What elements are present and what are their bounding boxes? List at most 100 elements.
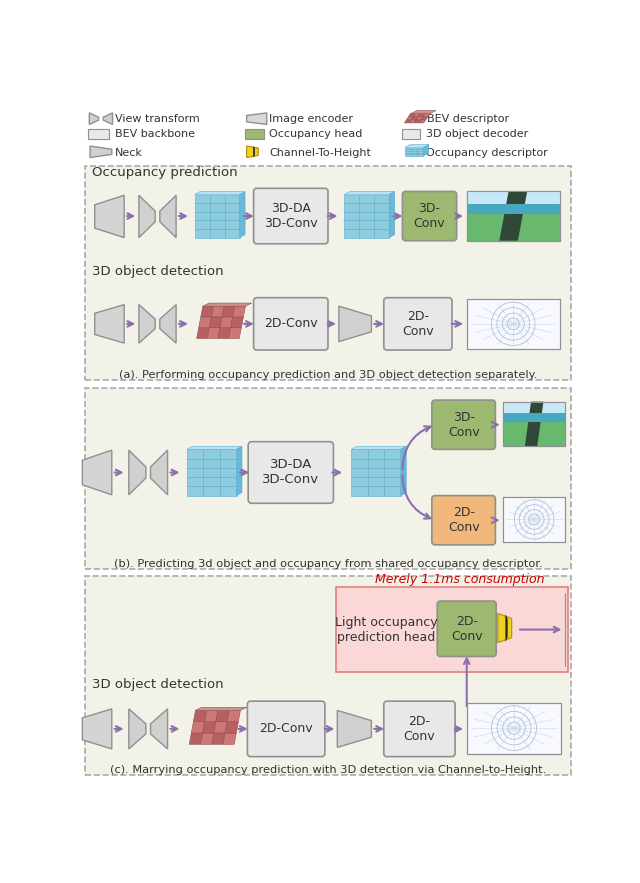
Bar xyxy=(210,212,225,221)
Text: 2D-Conv: 2D-Conv xyxy=(259,722,313,736)
Bar xyxy=(384,449,401,458)
Polygon shape xyxy=(498,614,511,643)
Bar xyxy=(84,166,572,380)
Bar xyxy=(187,468,204,477)
Polygon shape xyxy=(129,709,146,749)
Polygon shape xyxy=(389,192,395,238)
Bar xyxy=(344,212,359,221)
Polygon shape xyxy=(246,146,259,157)
Bar xyxy=(210,203,225,212)
Bar xyxy=(359,203,374,212)
Bar xyxy=(225,194,239,203)
Polygon shape xyxy=(103,113,113,125)
Polygon shape xyxy=(227,711,241,721)
Text: 3D object detection: 3D object detection xyxy=(92,266,223,278)
Bar xyxy=(417,153,423,155)
Polygon shape xyxy=(195,707,246,711)
Bar xyxy=(368,449,384,458)
Polygon shape xyxy=(207,328,220,338)
Bar xyxy=(411,147,417,149)
Polygon shape xyxy=(203,721,216,733)
Bar xyxy=(336,587,568,672)
Polygon shape xyxy=(196,328,209,338)
Bar xyxy=(359,212,374,221)
Bar xyxy=(204,487,220,495)
Bar xyxy=(384,477,401,487)
Polygon shape xyxy=(418,114,425,117)
Polygon shape xyxy=(246,113,267,125)
Polygon shape xyxy=(401,447,406,495)
Text: View transform: View transform xyxy=(115,114,200,124)
Bar xyxy=(344,203,359,212)
Bar xyxy=(359,229,374,238)
Polygon shape xyxy=(233,306,246,317)
Bar xyxy=(187,487,204,495)
Polygon shape xyxy=(95,195,124,238)
Bar xyxy=(503,402,565,446)
Bar xyxy=(467,299,560,349)
Polygon shape xyxy=(408,114,415,117)
Bar xyxy=(374,194,389,203)
FancyBboxPatch shape xyxy=(403,192,457,241)
Text: (a). Performing occupancy prediction and 3D object detection separately.: (a). Performing occupancy prediction and… xyxy=(119,371,537,381)
Bar xyxy=(220,477,237,487)
Polygon shape xyxy=(409,120,416,123)
Bar xyxy=(351,468,368,477)
Bar xyxy=(344,221,359,229)
Bar xyxy=(503,402,565,446)
Polygon shape xyxy=(195,192,245,194)
Polygon shape xyxy=(209,317,222,328)
Bar xyxy=(467,299,560,349)
Polygon shape xyxy=(203,303,252,306)
Polygon shape xyxy=(198,317,211,328)
Polygon shape xyxy=(414,120,421,123)
FancyBboxPatch shape xyxy=(384,298,452,350)
Bar xyxy=(417,155,423,156)
Bar xyxy=(210,194,225,203)
Bar xyxy=(187,477,204,487)
Text: 2D-Conv: 2D-Conv xyxy=(264,317,317,330)
Bar xyxy=(417,151,423,153)
Text: (c). Marrying occupancy prediction with 3D detection via Channel-to-Height.: (c). Marrying occupancy prediction with … xyxy=(110,766,546,775)
Bar xyxy=(204,449,220,458)
Bar xyxy=(225,229,239,238)
Text: 2D-
Conv: 2D- Conv xyxy=(451,615,483,643)
Text: Occupancy prediction: Occupancy prediction xyxy=(92,166,237,179)
Bar xyxy=(503,418,565,446)
Bar xyxy=(204,477,220,487)
Polygon shape xyxy=(351,447,406,449)
Text: Occupancy descriptor: Occupancy descriptor xyxy=(426,147,547,157)
FancyBboxPatch shape xyxy=(253,188,328,244)
Bar xyxy=(220,449,237,458)
Bar xyxy=(225,203,239,212)
Bar xyxy=(503,402,565,419)
Polygon shape xyxy=(228,328,241,338)
Bar xyxy=(351,458,368,468)
Polygon shape xyxy=(83,450,112,494)
Polygon shape xyxy=(139,305,155,343)
Text: 3D-DA
3D-Conv: 3D-DA 3D-Conv xyxy=(262,458,319,487)
Bar xyxy=(411,153,417,155)
Polygon shape xyxy=(150,709,168,749)
FancyBboxPatch shape xyxy=(248,442,333,503)
Bar xyxy=(404,149,411,151)
Polygon shape xyxy=(90,146,112,157)
Text: 3D-DA
3D-Conv: 3D-DA 3D-Conv xyxy=(264,202,317,230)
Bar xyxy=(210,221,225,229)
Bar xyxy=(351,487,368,495)
FancyBboxPatch shape xyxy=(437,601,496,656)
Bar xyxy=(220,487,237,495)
Bar xyxy=(220,468,237,477)
Polygon shape xyxy=(205,711,218,721)
Polygon shape xyxy=(230,317,243,328)
Bar xyxy=(503,497,565,542)
Bar xyxy=(411,151,417,153)
Bar xyxy=(368,458,384,468)
Polygon shape xyxy=(421,117,428,120)
Text: 3D object decoder: 3D object decoder xyxy=(426,129,528,139)
Bar xyxy=(195,221,210,229)
Text: 2D-
Conv: 2D- Conv xyxy=(404,715,435,743)
Bar xyxy=(195,212,210,221)
Text: 2D-
Conv: 2D- Conv xyxy=(448,506,479,534)
Bar xyxy=(344,194,359,203)
